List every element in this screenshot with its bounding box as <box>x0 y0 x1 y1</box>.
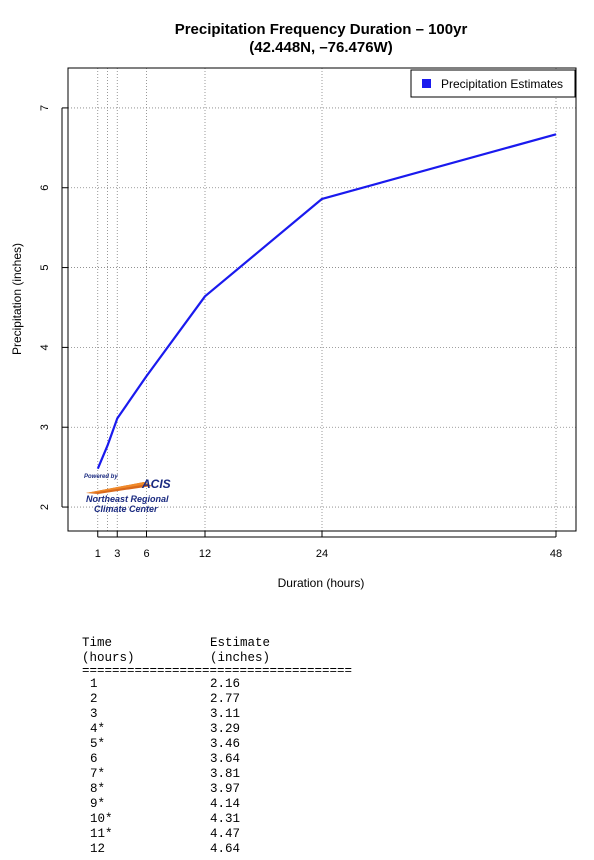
precipitation-chart: Precipitation Frequency Duration – 100yr… <box>10 21 577 590</box>
estimate-cell: 4.64 <box>210 842 241 856</box>
x-tick-label: 48 <box>550 548 562 560</box>
estimate-cell: 3.97 <box>210 782 241 796</box>
chart-subtitle: (42.448N, –76.476W) <box>249 39 392 56</box>
time-cell: 11* <box>90 827 113 841</box>
table-header-row: (hours) (inches) <box>82 651 352 666</box>
table-row: 7* 3.81 <box>82 767 352 782</box>
header-cell: (hours) <box>82 651 135 665</box>
x-axis-label: Duration (hours) <box>278 576 365 590</box>
time-cell: 4* <box>90 722 106 736</box>
y-axis: 2 3 4 5 6 7 <box>39 105 68 510</box>
table-row: 5* 3.46 <box>82 737 352 752</box>
x-tick-label: 6 <box>143 548 149 560</box>
time-cell: 9* <box>90 797 106 811</box>
logo-line-2: Climate Center <box>94 504 158 514</box>
table-rule: ==================================== <box>82 666 353 677</box>
time-cell: 3 <box>90 707 98 721</box>
table-row: 12 4.64 <box>82 842 352 857</box>
grid <box>68 68 576 531</box>
logo-line-1: Northeast Regional <box>86 494 169 504</box>
time-cell: 2 <box>90 692 98 706</box>
estimate-cell: 4.14 <box>210 797 241 811</box>
logo-powered-by: Powered by <box>84 474 118 480</box>
estimate-cell: 3.81 <box>210 767 241 781</box>
y-tick-label: 7 <box>39 105 51 111</box>
legend-box <box>410 69 576 98</box>
logo-swoosh-icon <box>86 482 152 494</box>
table-row: 6 3.64 <box>82 752 352 767</box>
table-row: 1 2.16 <box>82 677 352 692</box>
time-cell: 10* <box>90 812 113 826</box>
estimate-cell: 4.47 <box>210 827 241 841</box>
table-row: 8* 3.97 <box>82 782 352 797</box>
x-tick-label: 24 <box>316 548 328 560</box>
x-axis: 1 3 6 12 24 48 <box>95 531 562 560</box>
estimate-cell: 3.46 <box>210 737 241 751</box>
series-line <box>96 133 557 470</box>
estimate-cell: 3.11 <box>210 707 241 721</box>
legend-label: Precipitation Estimates <box>441 77 563 91</box>
estimate-cell: 3.29 <box>210 722 241 736</box>
table-row: 4* 3.29 <box>82 722 352 737</box>
y-tick-label: 5 <box>39 265 51 271</box>
time-cell: 12 <box>90 842 106 856</box>
table-row: 2 2.77 <box>82 692 352 707</box>
time-cell: 5* <box>90 737 106 751</box>
time-cell: 6 <box>90 752 98 766</box>
table-row: 9* 4.14 <box>82 797 352 812</box>
header-cell: Time <box>82 636 113 650</box>
legend: Precipitation Estimates <box>410 69 576 98</box>
x-tick-label: 1 <box>95 548 101 560</box>
time-cell: 8* <box>90 782 106 796</box>
estimate-cell: 2.77 <box>210 692 241 706</box>
acis-logo: Powered by ACIS Northeast Regional Clima… <box>82 474 182 516</box>
y-axis-label: Precipitation (inches) <box>10 243 24 355</box>
estimate-cell: 4.31 <box>210 812 241 826</box>
table-row: 3 3.11 <box>82 707 352 722</box>
logo-brand: ACIS <box>142 477 171 491</box>
table-body: 1 2.16 2 2.77 3 3.11 4* 3.29 5* 3.46 6 3.64 7* 3.81 8*… <box>82 677 352 857</box>
y-tick-label: 6 <box>39 185 51 191</box>
table-row: 10* 4.31 <box>82 812 352 827</box>
estimate-table: Time Estimate (hours) (inches) ===========… <box>82 636 352 857</box>
x-tick-label: 12 <box>199 548 211 560</box>
estimate-cell: 3.64 <box>210 752 241 766</box>
y-tick-label: 3 <box>39 424 51 430</box>
header-cell: Estimate <box>210 636 271 650</box>
time-cell: 1 <box>90 677 98 691</box>
estimate-cell: 2.16 <box>210 677 241 691</box>
x-tick-label: 3 <box>114 548 120 560</box>
legend-swatch <box>422 79 431 88</box>
y-tick-label: 2 <box>39 504 51 510</box>
table-row: 11* 4.47 <box>82 827 352 842</box>
y-tick-label: 4 <box>39 344 51 350</box>
series-layer <box>96 133 557 470</box>
header-cell: (inches) <box>210 651 271 665</box>
table-header-row: Time Estimate <box>82 636 352 651</box>
time-cell: 7* <box>90 767 106 781</box>
chart-title: Precipitation Frequency Duration – 100yr <box>175 21 468 38</box>
